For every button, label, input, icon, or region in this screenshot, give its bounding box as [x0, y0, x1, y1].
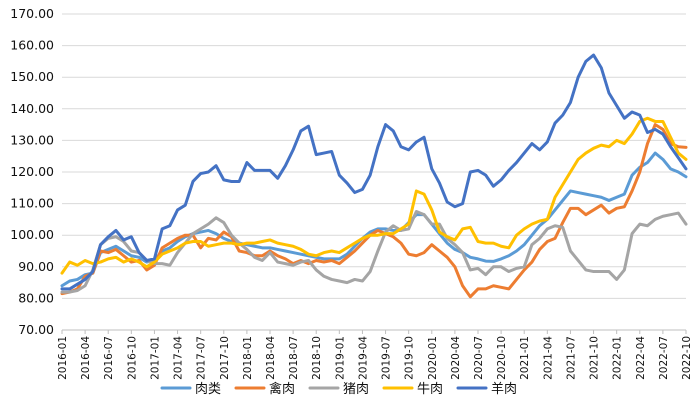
series-line-5: [60, 53, 688, 291]
x-tick-label: 2016-10: [126, 336, 138, 380]
legend-label: 猪肉: [343, 382, 369, 397]
x-tick-label: 2016-01: [57, 336, 69, 380]
x-tick-label: 2022-04: [635, 336, 647, 380]
x-tick-label: 2018-10: [311, 336, 323, 380]
y-tick-label: 100.00: [10, 227, 54, 242]
x-tick-label: 2020-10: [496, 336, 508, 380]
series-line-3: [60, 210, 688, 294]
y-tick-label: 150.00: [10, 69, 54, 84]
x-tick-label: 2022-10: [681, 336, 693, 380]
x-tick-label: 2022-07: [658, 336, 670, 380]
y-tick-label: 160.00: [10, 38, 54, 53]
y-tick-label: 130.00: [10, 132, 54, 147]
x-tick-label: 2021-01: [519, 336, 531, 380]
x-tick-label: 2018-04: [265, 336, 277, 380]
y-tick-label: 90.00: [18, 259, 54, 274]
x-tick-label: 2019-04: [357, 336, 369, 380]
x-tick-label: 2017-01: [149, 336, 161, 380]
y-tick-label: 120.00: [10, 164, 54, 179]
x-tick-label: 2021-07: [565, 336, 577, 380]
series-line-1: [60, 151, 688, 288]
legend-label: 羊肉: [491, 381, 517, 397]
x-tick-label: 2021-10: [589, 336, 601, 380]
y-axis-ticks: 170.00 160.00 150.00 140.00 130.00 120.00 110.…: [10, 6, 54, 337]
x-tick-label: 2019-01: [334, 336, 346, 380]
x-tick-label: 2019-10: [404, 336, 416, 380]
gridlines: [62, 13, 686, 331]
x-tick-label: 2016-07: [103, 336, 115, 380]
series-line-2: [60, 123, 688, 299]
x-tick-label: 2017-04: [173, 336, 185, 380]
y-tick-label: 70.00: [18, 322, 54, 337]
x-tick-label: 2020-07: [473, 336, 485, 380]
y-tick-label: 140.00: [10, 101, 54, 116]
x-tick-label: 2017-07: [196, 336, 208, 380]
x-tick-label: 2018-07: [288, 336, 300, 380]
series-line-4: [60, 116, 688, 275]
legend-label: 牛肉: [417, 382, 443, 397]
x-tick-label: 2017-10: [219, 336, 231, 380]
x-tick-label: 2016-04: [80, 336, 92, 380]
x-tick-label: 2020-04: [450, 336, 462, 380]
legend: 肉类 禽肉 猪肉 牛肉 羊肉: [160, 381, 517, 397]
x-tick-label: 2019-07: [381, 336, 393, 380]
x-tick-label: 2022-01: [612, 336, 624, 380]
x-tick-label: 2018-01: [242, 336, 254, 380]
x-axis-ticks: 2016-01 2016-04 2016-07 2016-10 2017-01 2017-…: [57, 330, 693, 380]
series-lines: [60, 53, 688, 299]
x-tick-label: 2021-04: [542, 336, 554, 380]
legend-label: 禽肉: [269, 381, 295, 397]
y-tick-label: 170.00: [10, 6, 54, 21]
x-tick-label: 2020-01: [427, 336, 439, 380]
legend-label: 肉类: [195, 382, 221, 397]
y-tick-label: 110.00: [10, 196, 54, 211]
y-tick-label: 80.00: [18, 290, 54, 305]
